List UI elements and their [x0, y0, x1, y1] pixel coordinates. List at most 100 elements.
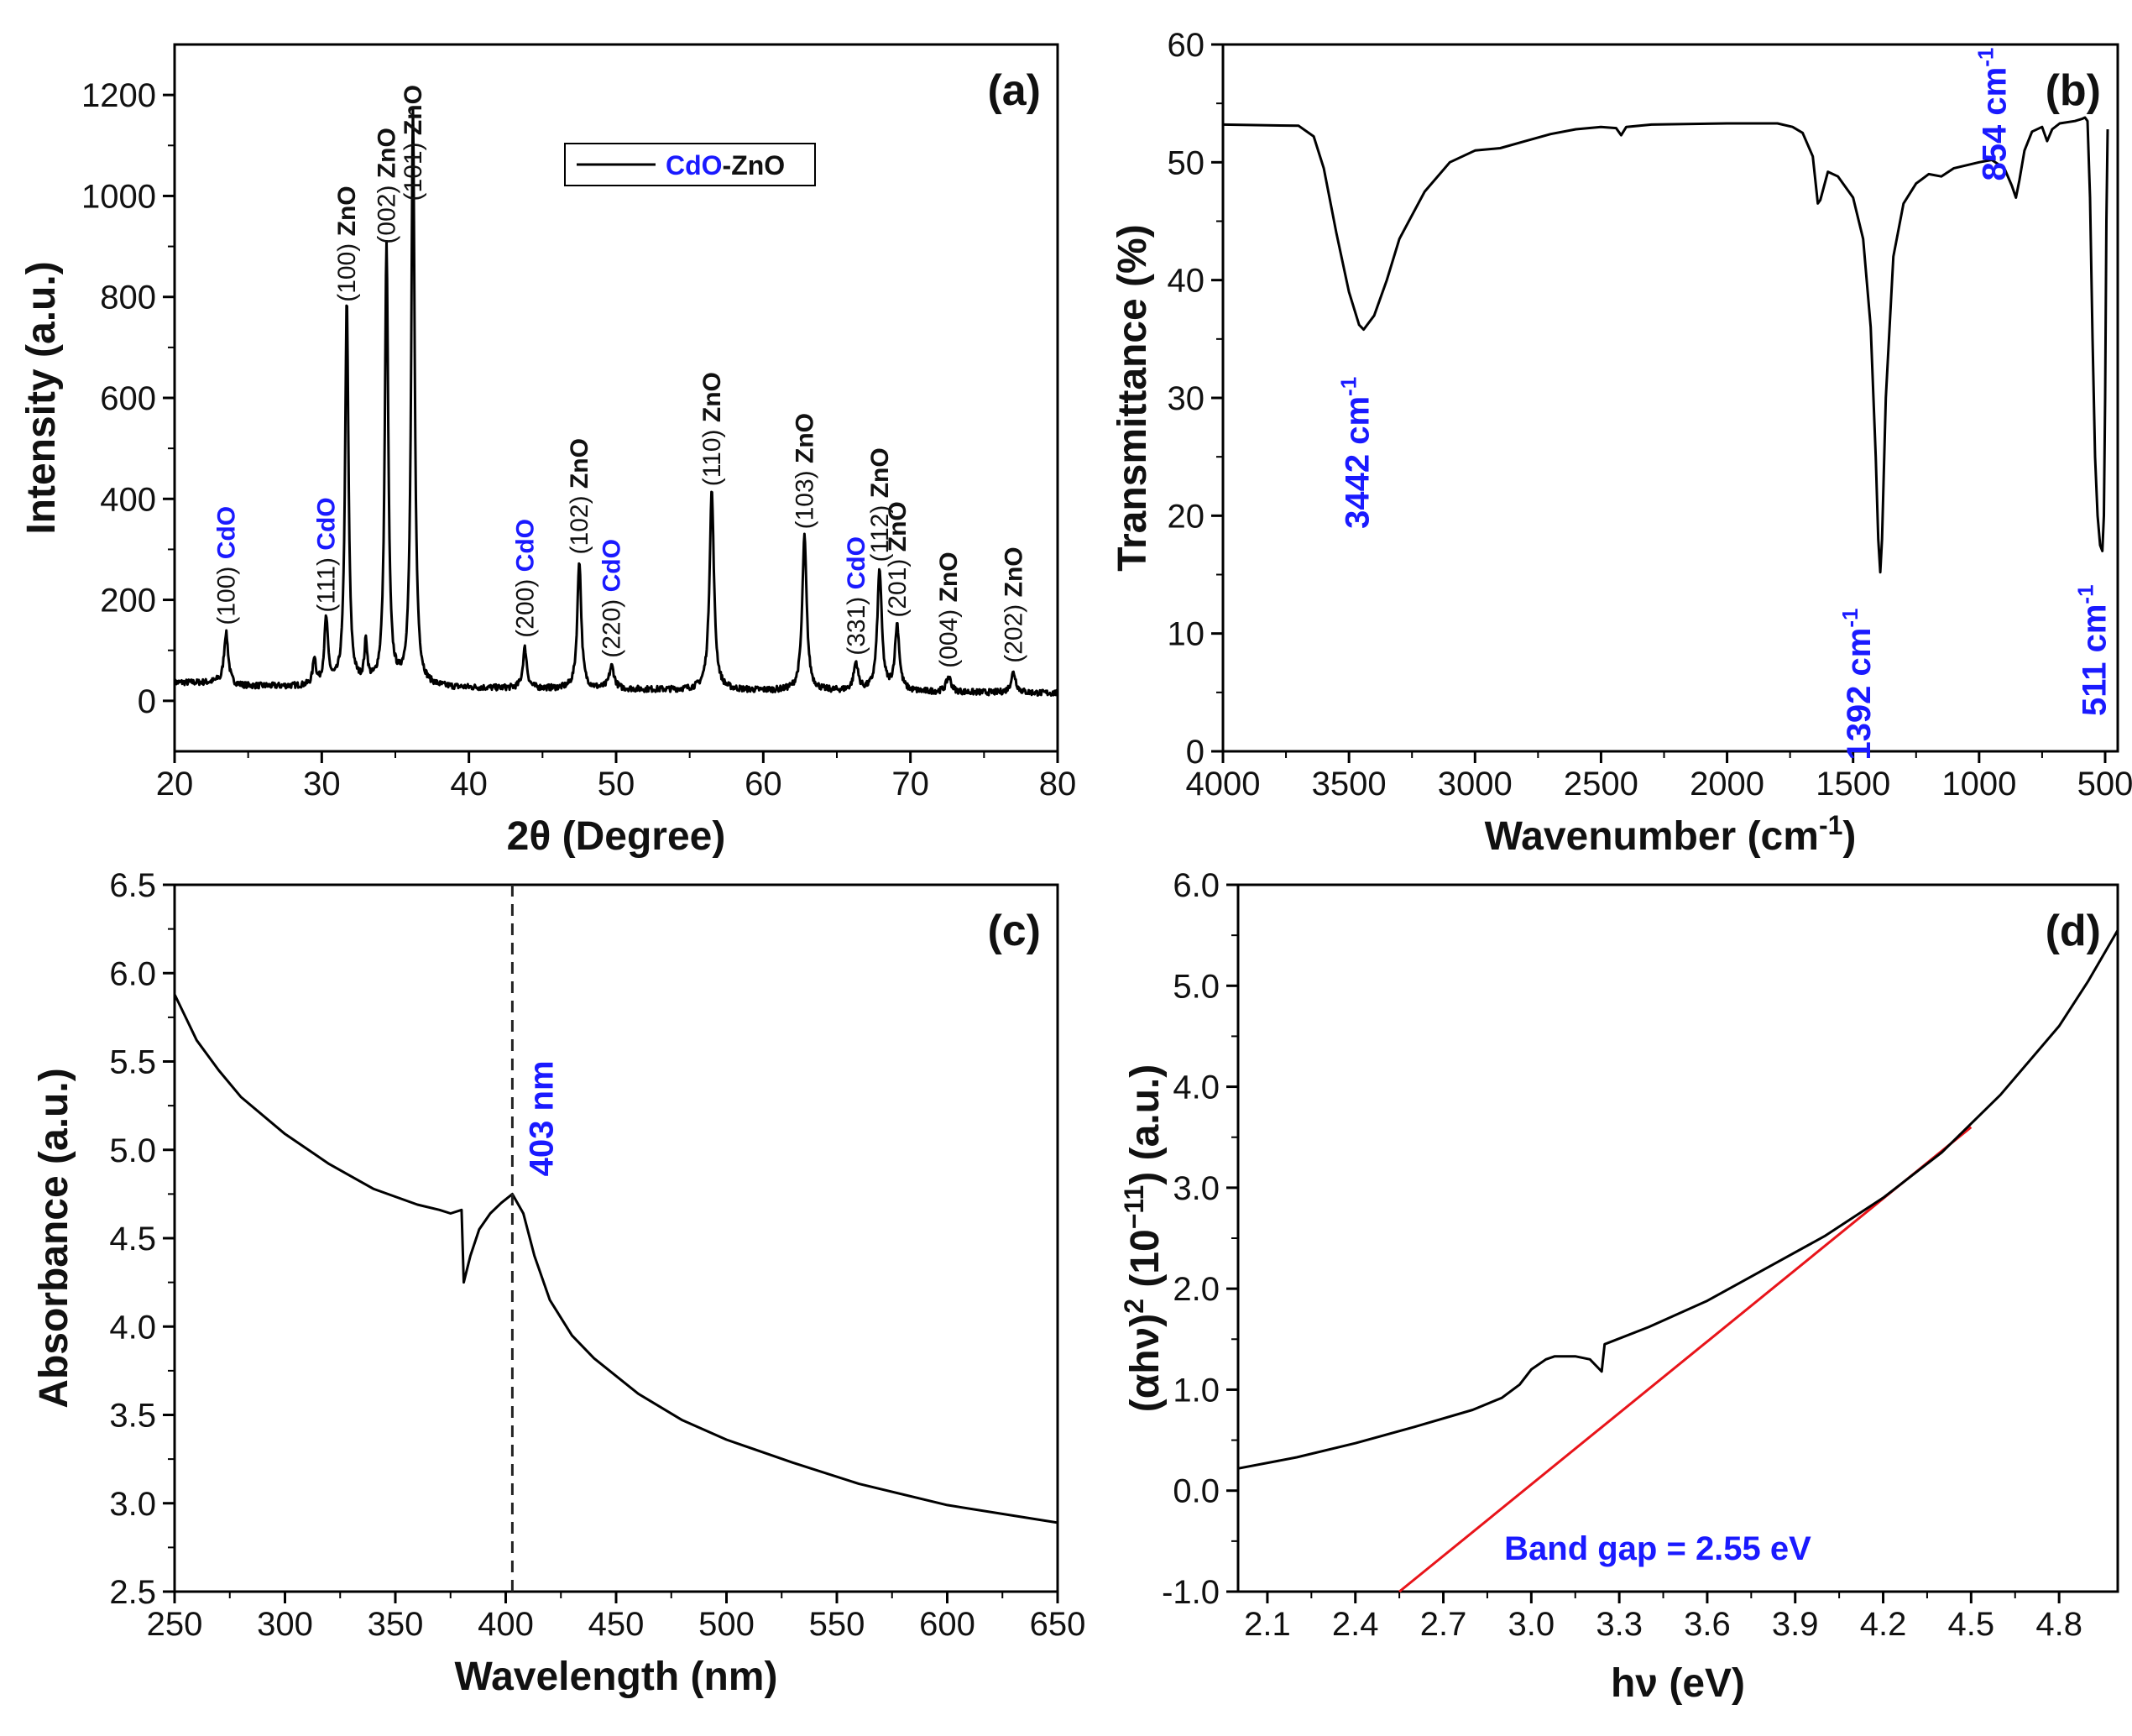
peak-phase: ZnO: [1000, 546, 1027, 597]
linear-fit-line: [1398, 1126, 1973, 1593]
ftir-series-line: [1222, 116, 2109, 574]
peak-label: (102) ZnO: [566, 438, 593, 554]
y-axis-title: Transmittance (%): [1110, 224, 1155, 571]
y-tick-label: 2.5: [109, 1574, 156, 1611]
y-tick-label: 4.0: [109, 1309, 156, 1346]
peak-phase: ZnO: [566, 438, 593, 489]
y-tick-label: 6.5: [109, 867, 156, 904]
y-tick-label: 600: [100, 380, 156, 417]
x-tick-label: 2500: [1564, 766, 1638, 803]
x-tick-label: 4.8: [2035, 1606, 2082, 1643]
peak-marker-label: 403 nm: [523, 1060, 560, 1176]
x-tick-label: 40: [450, 766, 488, 803]
x-tick-label: 550: [809, 1606, 865, 1643]
x-tick-label: 3500: [1312, 766, 1387, 803]
peak-phase: ZnO: [373, 128, 400, 178]
peak-phase: CdO: [598, 539, 626, 592]
x-tick-label: 250: [147, 1606, 203, 1643]
x-tick-label: 650: [1030, 1606, 1086, 1643]
peak-phase: ZnO: [884, 501, 912, 552]
peak-phase: ZnO: [333, 186, 361, 236]
peak-hkl: (101): [400, 135, 427, 201]
peak-phase: CdO: [212, 506, 240, 559]
y-tick-label: 5.5: [109, 1044, 156, 1081]
peak-label: (002) ZnO: [373, 128, 400, 243]
peak-hkl: (220): [598, 592, 626, 657]
y-tick-label: -1.0: [1162, 1574, 1220, 1611]
peak-label: (103) ZnO: [791, 413, 818, 529]
peak-hkl: (102): [566, 489, 593, 554]
y-axis-title: Intensity (a.u.): [19, 261, 64, 534]
x-axis-title: 2θ (Degree): [507, 814, 726, 859]
panel-d: 2.1 2.4 2.7 3.0 3.3 3.6 3.9 4.2 4.5 4.8 -1.0 0.0 1.0…: [1119, 867, 2119, 1706]
plot-frame-c: [173, 883, 1059, 1593]
peak-phase: CdO: [843, 536, 870, 589]
peak-label: (111) CdO: [313, 497, 341, 612]
peak-hkl: (004): [935, 602, 963, 667]
x-tick-label: 450: [588, 1606, 645, 1643]
peak-annotation-text: 3442 cm: [1340, 396, 1377, 529]
peak-annotation: 511 cm-1: [2073, 584, 2114, 716]
legend-suffix: -ZnO: [723, 150, 786, 180]
y-tick-label: 3.0: [109, 1486, 156, 1523]
y-axis-title-end: ) (a.u.): [1123, 1064, 1168, 1185]
y-tick-label: 1200: [81, 77, 156, 114]
x-tick-label: 4.5: [1948, 1606, 1995, 1643]
x-tick-label: 60: [745, 766, 782, 803]
y-tick-label: 4.0: [1173, 1069, 1220, 1106]
y-tick-label: 0: [138, 683, 156, 720]
peak-annotation-sup: -1: [1336, 377, 1361, 396]
y-tick-label: 10: [1168, 616, 1205, 653]
y-tick-label: 6.0: [1173, 867, 1220, 904]
peak-hkl: (111): [313, 551, 341, 613]
peak-label: (004) ZnO: [935, 552, 963, 667]
x-tick-label: 20: [156, 766, 194, 803]
legend-prefix: CdO: [666, 150, 723, 180]
panel-label-c: (c): [987, 907, 1041, 955]
peak-annotation: 3442 cm-1: [1336, 377, 1377, 529]
y-tick-label: 20: [1168, 498, 1205, 535]
x-tick-label: 30: [303, 766, 341, 803]
y-tick-label: 60: [1168, 27, 1205, 64]
peak-phase: ZnO: [791, 413, 818, 463]
peak-phase: ZnO: [866, 447, 894, 498]
x-tick-label: 400: [478, 1606, 534, 1643]
x-tick-label: 350: [368, 1606, 424, 1643]
y-tick-label: 2.0: [1173, 1271, 1220, 1308]
peak-annotation: 1392 cm-1: [1837, 609, 1878, 761]
peak-label: (220) CdO: [598, 539, 626, 658]
x-tick-label: 2000: [1690, 766, 1764, 803]
x-tick-label: 3.0: [1508, 1606, 1555, 1643]
peak-annotation-text: 1392 cm: [1841, 628, 1878, 761]
peak-hkl: (100): [333, 236, 361, 301]
peak-annotation-text: 854 cm: [1977, 67, 2014, 181]
x-tick-label: 4000: [1186, 766, 1261, 803]
peak-hkl: (201): [884, 552, 912, 617]
peak-hkl: (112): [866, 498, 894, 562]
legend-label: CdO-ZnO: [666, 150, 785, 180]
x-axis-title-sup: -1: [1819, 810, 1842, 840]
y-tick-label: 1000: [81, 178, 156, 215]
peak-phase: ZnO: [400, 85, 427, 135]
peak-annotation-text: 511 cm: [2077, 604, 2114, 716]
peak-hkl: (202): [1000, 597, 1027, 662]
peak-phase: ZnO: [935, 552, 963, 602]
peak-label: (202) ZnO: [1000, 546, 1027, 662]
peak-hkl: (331): [843, 589, 870, 655]
x-axis-title: Wavelength (nm): [455, 1655, 778, 1699]
plot-frame-d: [1236, 883, 2119, 1593]
x-tick-label: 3000: [1438, 766, 1513, 803]
x-tick-label: 3.6: [1684, 1606, 1731, 1643]
peak-hkl: (110): [698, 422, 726, 486]
y-axis-title: Absorbance (a.u.): [32, 1068, 76, 1408]
y-tick-label: 3.5: [109, 1398, 156, 1435]
peak-phase: ZnO: [698, 372, 726, 422]
peak-label: (110) ZnO: [698, 372, 726, 486]
peak-label: (100) CdO: [212, 506, 240, 625]
y-tick-label: 40: [1168, 263, 1205, 300]
y-tick-label: 30: [1168, 380, 1205, 417]
x-tick-label: 500: [698, 1606, 755, 1643]
y-tick-label: 5.0: [1173, 968, 1220, 1005]
